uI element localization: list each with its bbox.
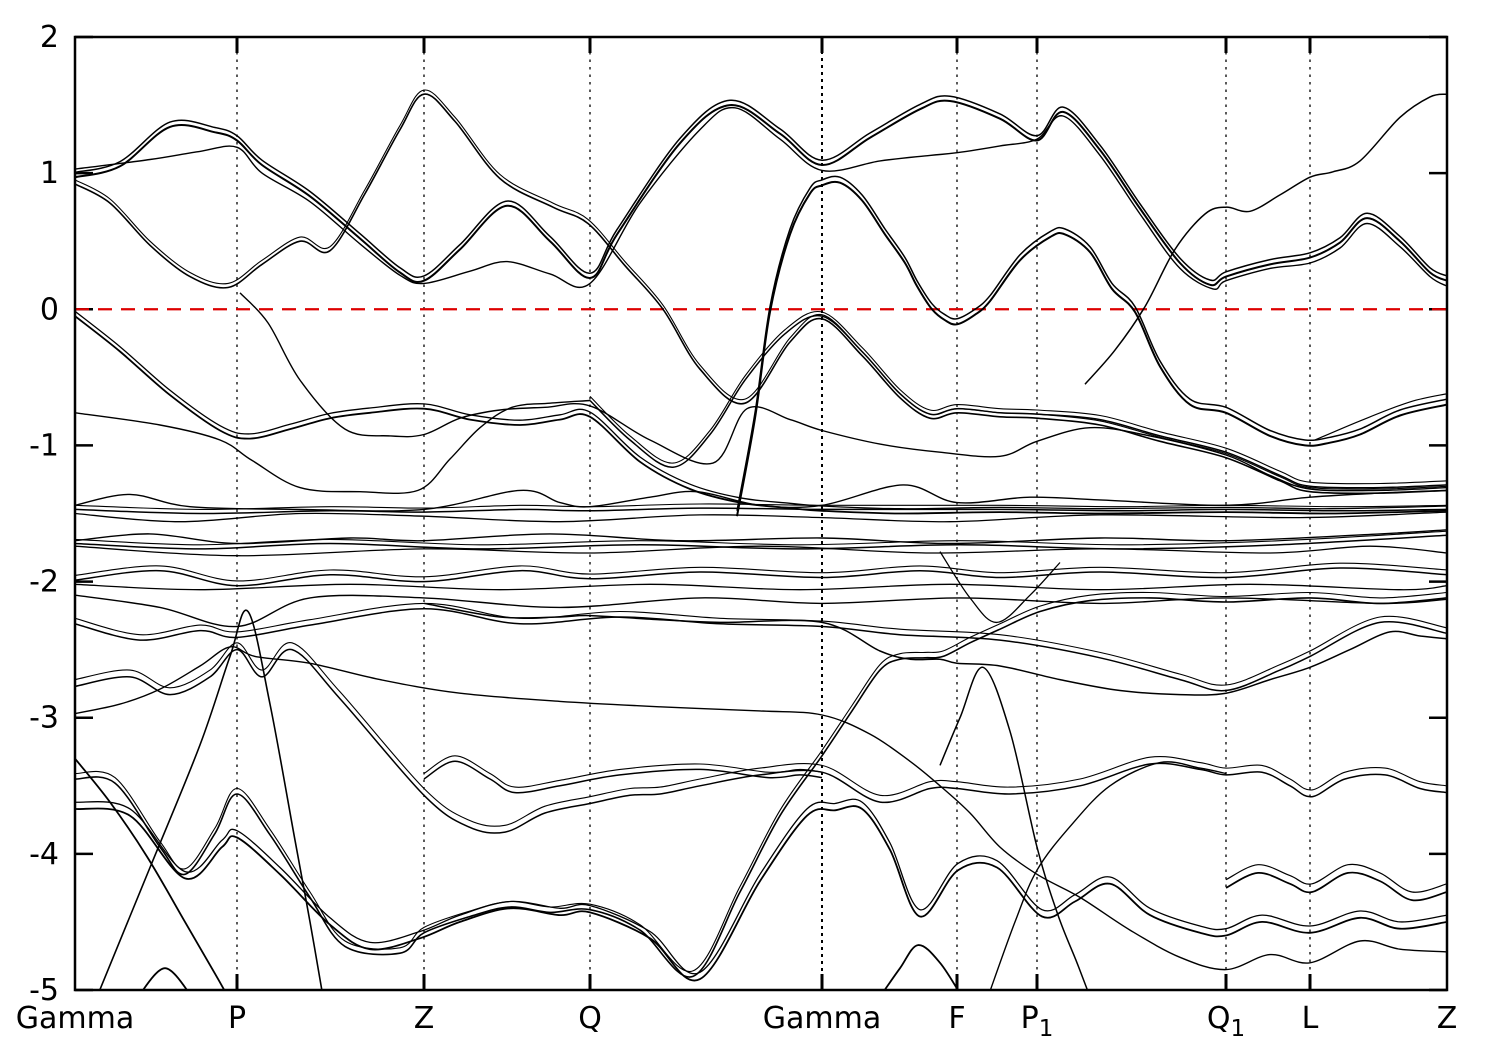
- band-t4: [589, 314, 1447, 489]
- band-t6: [1084, 93, 1447, 385]
- band-l1-twin: [75, 642, 1447, 827]
- x-tick-label-q: Q: [578, 1001, 602, 1036]
- band-t4-twin: [589, 310, 1447, 485]
- band-t3: [75, 93, 1447, 495]
- band-l5: [75, 597, 1447, 978]
- band-d2-twin: [75, 503, 1447, 510]
- band-l6: [98, 609, 323, 990]
- band-l14: [423, 760, 823, 794]
- band-t1: [75, 99, 1447, 287]
- band-t5: [736, 180, 1447, 517]
- band-t3-twin: [75, 89, 1447, 490]
- x-tick-label-f: F: [948, 1001, 965, 1036]
- y-tick-label: 2: [40, 20, 59, 55]
- band-t2: [75, 106, 1447, 290]
- band-m1-twin: [75, 310, 1447, 510]
- x-tick-label-z: Z: [414, 1001, 435, 1036]
- band-d2: [75, 507, 1447, 515]
- y-tick-label: -4: [29, 837, 59, 872]
- bands-group: [75, 89, 1447, 990]
- band-d7-twin: [75, 562, 1447, 582]
- band-l9: [883, 944, 959, 990]
- y-tick-label: -2: [29, 565, 59, 600]
- band-l1: [75, 648, 1447, 834]
- x-tick-label-p1: P1: [1021, 1001, 1054, 1042]
- band-l14-twin: [423, 755, 823, 788]
- band-d10: [75, 608, 1447, 692]
- x-tick-label-gamma: Gamma: [16, 1001, 134, 1036]
- band-t5-twin: [736, 175, 1447, 511]
- band-d6: [75, 545, 1447, 557]
- band-t7: [1314, 393, 1447, 441]
- band-l7: [75, 758, 226, 990]
- band-l12: [989, 761, 1227, 990]
- band-l2: [75, 646, 1447, 971]
- x-tick-label-gamma: Gamma: [763, 1001, 881, 1036]
- band-l10: [939, 666, 1089, 990]
- y-tick-label: -3: [29, 701, 59, 736]
- band-d4: [75, 529, 1447, 545]
- y-tick-label: -1: [29, 428, 59, 463]
- y-tick-label: -5: [29, 973, 59, 1008]
- band-l13-twin: [1225, 863, 1447, 893]
- x-tick-label-l: L: [1302, 1001, 1319, 1036]
- band-l5-twin: [75, 591, 1447, 973]
- band-d7: [75, 567, 1447, 587]
- x-tick-label-p: P: [228, 1001, 246, 1036]
- x-tick-label-q1: Q1: [1207, 1001, 1245, 1042]
- band-m3: [75, 399, 591, 495]
- band-d3: [75, 511, 1447, 523]
- y-tick-label: 0: [40, 292, 59, 327]
- band-d9: [75, 594, 1447, 628]
- band-d5-twin: [75, 530, 1447, 546]
- band-l13: [1225, 871, 1447, 902]
- band-m2: [239, 292, 1447, 492]
- band-d8: [75, 583, 1447, 591]
- plot-frame: [73, 35, 1449, 992]
- band-l3: [423, 602, 1447, 696]
- band-m1: [75, 315, 1447, 515]
- x-tick-label-z: Z: [1437, 1001, 1458, 1036]
- band-l11: [939, 551, 1061, 624]
- y-tick-label: 1: [40, 156, 59, 191]
- band-l4-twin: [75, 798, 1447, 975]
- band-l4: [75, 805, 1447, 982]
- band-t1-twin: [75, 95, 1447, 282]
